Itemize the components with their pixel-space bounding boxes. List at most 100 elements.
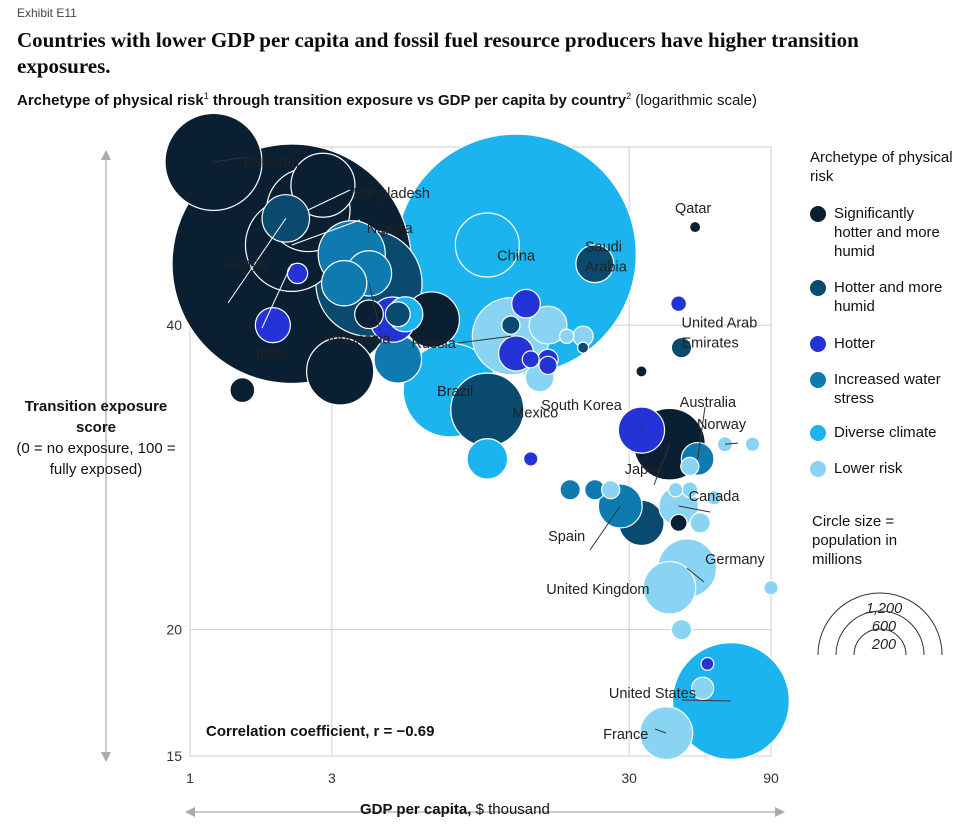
leader-line: [653, 444, 670, 486]
bubble: [558, 328, 575, 344]
leader-line: [639, 427, 642, 431]
legend-item: Diverse climate: [810, 423, 956, 442]
legend-label: Hotter and more humid: [834, 279, 943, 315]
bubble-label: Indonesia: [328, 331, 392, 347]
bubble: [576, 341, 590, 354]
chart-title: Countries with lower GDP per capita and …: [17, 28, 859, 78]
leader-line: [308, 189, 351, 211]
bubble: [538, 355, 558, 375]
x-tick-label: 3: [328, 770, 336, 786]
bubble-label: South Korea: [541, 398, 623, 414]
bubble: [667, 481, 684, 498]
bubble: [384, 301, 411, 328]
bubble: [522, 451, 539, 467]
bubble-label: Bangladesh: [353, 186, 430, 202]
leader-line: [261, 263, 293, 329]
bubble: [454, 212, 520, 278]
bubble: [501, 315, 521, 335]
bubble-label: Japan: [625, 462, 665, 478]
bubble-labels: Pakistan Bangladesh Nigeria India Kenya Indon…: [213, 155, 765, 743]
x-tick-label: 30: [621, 770, 637, 786]
legend-label: Diverse climate: [834, 424, 937, 441]
bubble: [706, 490, 723, 506]
leader-line: [457, 335, 511, 344]
size-legend-title: Circle size = population in millions: [812, 513, 898, 568]
legend-item: Lower risk: [810, 459, 956, 478]
subtitle-scale-note: (logarithmic scale): [631, 92, 757, 109]
leader-line: [724, 442, 739, 445]
legend-swatch-icon: [810, 425, 826, 441]
x-axis-title-rest: $ thousand: [471, 801, 550, 818]
bubble-label: Saudi: [585, 240, 622, 256]
x-tick-label: 1: [186, 770, 194, 786]
legend-item: Hotter and more humid: [810, 278, 956, 316]
exhibit-number: Exhibit E11: [17, 6, 77, 20]
bubble: [763, 579, 779, 596]
bubble: [744, 436, 761, 452]
size-ref-label: 200: [871, 637, 896, 653]
x-axis-arrow-right: [775, 807, 785, 817]
y-tick-label: 20: [166, 622, 182, 638]
bubble: [680, 456, 700, 477]
leader-line: [368, 283, 381, 331]
bubble-label: Pakistan: [244, 155, 300, 171]
bubble: [320, 260, 368, 307]
footnote-ref-1: 1: [203, 91, 209, 101]
leader-line: [291, 219, 361, 246]
leader-line: [213, 156, 249, 163]
bubble-saudi-arabia: [575, 244, 615, 284]
bubble-label: Canada: [689, 489, 741, 505]
bubble-south-korea: [617, 406, 666, 454]
legend-label: Lower risk: [834, 460, 903, 477]
subtitle-bold-a: Archetype of physical risk: [17, 92, 204, 109]
x-axis-arrow-left: [185, 807, 195, 817]
bubble-label: France: [603, 727, 648, 743]
size-ref-arc: [817, 592, 943, 656]
bubble: [528, 305, 568, 345]
legend-label: Significantly hotter and more humid: [834, 205, 940, 260]
legend-item: Increased water stress: [810, 370, 956, 408]
bubble-label: United Kingdom: [546, 582, 649, 598]
bubble-label: India: [256, 347, 288, 363]
y-axis-arrow-up: [101, 150, 111, 160]
bubble: [635, 365, 648, 378]
legend-swatch-icon: [810, 461, 826, 477]
bubble: [601, 480, 621, 500]
footnote-ref-2: 2: [626, 91, 632, 101]
legend-label: Hotter: [834, 335, 875, 352]
bubble-label: Kenya: [225, 256, 267, 272]
x-axis-title-bold: GDP per capita,: [360, 801, 472, 818]
leader-line: [697, 406, 706, 459]
bubble-label: China: [497, 248, 536, 264]
legend-swatch-icon: [810, 280, 826, 296]
legend-item: Hotter: [810, 334, 956, 353]
bubble-label: Spain: [548, 529, 585, 545]
legend-label: Increased water stress: [834, 371, 941, 407]
bubble: [306, 337, 375, 406]
x-axis-title: GDP per capita, $ thousand: [360, 801, 550, 818]
bubble-united-arab-emirates: [670, 336, 693, 359]
bubble-label: Qatar: [675, 201, 711, 217]
category-legend: Archetype of physical risk Significantly…: [806, 148, 976, 477]
y-axis-arrow-down: [101, 752, 111, 762]
leader-line: [589, 505, 621, 551]
bubble-label: Arabia: [585, 260, 628, 276]
bubble-label: Brazil: [437, 384, 473, 400]
size-ref-arc: [853, 628, 907, 656]
y-tick-label: 15: [166, 748, 182, 764]
leader-line: [681, 699, 731, 702]
tick-labels: 13309015204060: [166, 139, 779, 786]
bubble-united-kingdom: [642, 560, 697, 615]
bubble: [669, 513, 688, 532]
legend-title: Archetype of physical risk: [810, 149, 953, 185]
y-axis-title: Transition exposure score (0 = no exposu…: [14, 396, 178, 480]
x-tick-label: 90: [763, 770, 779, 786]
size-ref-arc: [835, 610, 925, 656]
bubble: [689, 512, 711, 534]
bubble: [290, 152, 356, 218]
bubble-label: Nigeria: [367, 221, 414, 237]
bubble-label: Mexico: [512, 406, 558, 422]
y-axis-title-bold: Transition exposure score: [24, 398, 168, 436]
